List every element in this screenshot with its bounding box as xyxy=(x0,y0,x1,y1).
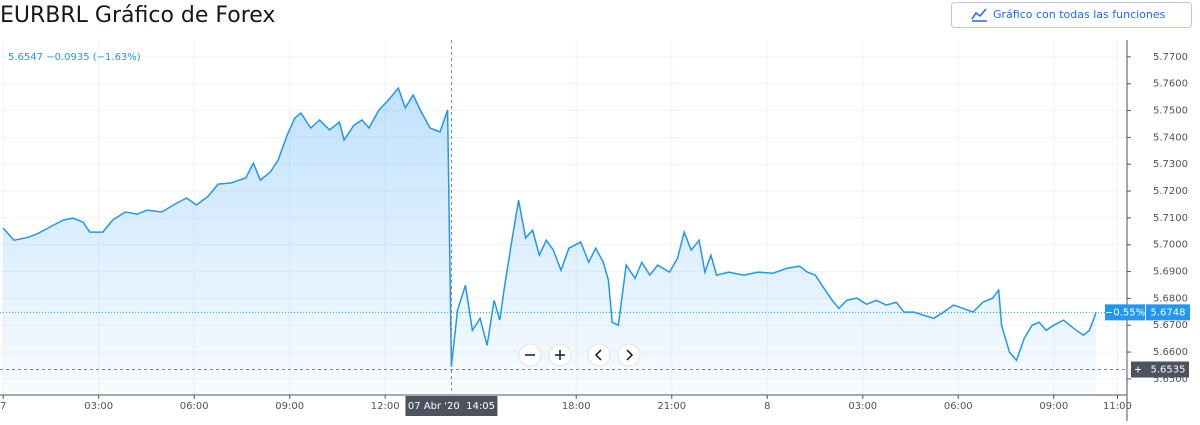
crosshair-x-label: 07 Abr '20 14:05 xyxy=(408,401,495,412)
icon xyxy=(555,350,565,360)
x-tick-label: 21:00 xyxy=(657,401,686,412)
y-tick-label: 5.7400 xyxy=(1153,132,1188,143)
y-tick-label: 5.6800 xyxy=(1153,293,1188,304)
x-tick-label: 12:00 xyxy=(371,401,400,412)
nav-buttons xyxy=(518,343,641,367)
icon xyxy=(594,349,602,361)
y-tick-label: 5.7200 xyxy=(1153,186,1188,197)
y-tick-label: 5.7100 xyxy=(1153,213,1188,224)
y-tick-label: 5.6500 xyxy=(1153,374,1188,385)
button-icon xyxy=(971,8,987,22)
button-label[interactable]: Gráfico con todas las funciones xyxy=(993,8,1166,21)
y-tick-label: 5.6600 xyxy=(1153,347,1188,358)
x-tick-label: 09:00 xyxy=(275,401,304,412)
y-tick-label: 5.6900 xyxy=(1153,267,1188,278)
y-tick-label: 5.7500 xyxy=(1153,106,1188,117)
price-badge xyxy=(1146,304,1190,321)
y-tick-label: 5.7600 xyxy=(1153,79,1188,90)
y-tick-label: 5.7700 xyxy=(1153,52,1188,63)
y-tick-label: 5.7000 xyxy=(1153,240,1188,251)
legend-change: −0.0935 xyxy=(46,52,89,63)
x-tick-label: 7 xyxy=(0,401,6,412)
change-badge xyxy=(1105,304,1145,321)
legend-change-pct: (−1.63%) xyxy=(93,52,141,63)
x-tick-label: 8 xyxy=(764,401,770,412)
x-tick-label: 11:00 xyxy=(1103,401,1132,412)
y-tick-label: 5.7300 xyxy=(1153,159,1188,170)
full-chart-button[interactable] xyxy=(951,2,1192,28)
plus-icon xyxy=(1135,366,1141,373)
y-tick-label: 5.6700 xyxy=(1153,320,1188,331)
price-line xyxy=(2,86,1097,367)
crosshair-y-badge xyxy=(1131,361,1189,378)
icon xyxy=(626,349,634,361)
crosshair-y-label: 5.6535 xyxy=(1151,365,1186,376)
legend-price: 5.6547 xyxy=(8,52,43,63)
crosshair-x-badge xyxy=(405,396,498,416)
x-tick-label: 06:00 xyxy=(180,401,209,412)
x-tick-label: 03:00 xyxy=(84,401,113,412)
x-tick-label: 03:00 xyxy=(848,401,877,412)
x-tick-label: 09:00 xyxy=(1039,401,1068,412)
title: EURBRL Gráfico de Forex xyxy=(0,3,275,28)
price-label: 5.6748 xyxy=(1151,307,1186,318)
scroll-right[interactable] xyxy=(617,343,641,367)
legend: 5.6547 −0.0935 (−1.63%) xyxy=(8,52,141,63)
area-fill xyxy=(3,88,1097,395)
change-label: −0.55% xyxy=(1105,307,1145,318)
scroll-left[interactable] xyxy=(587,343,611,367)
x-tick-label: 18:00 xyxy=(562,401,591,412)
x-tick-label: 06:00 xyxy=(944,401,973,412)
